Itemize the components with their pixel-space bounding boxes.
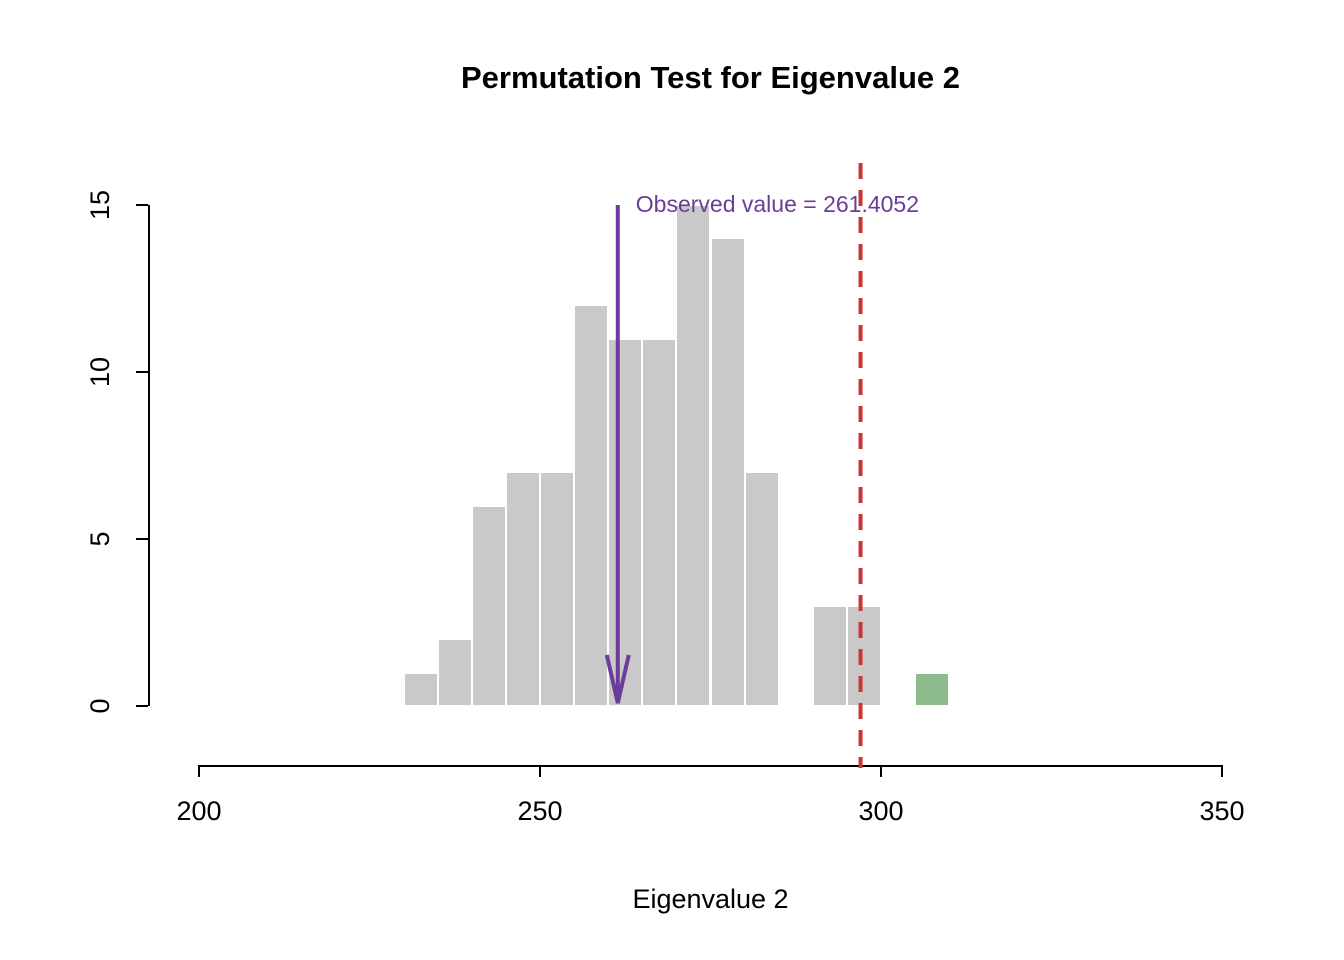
x-tick-label: 300 (858, 796, 904, 826)
histogram-bar (505, 472, 540, 706)
y-axis-tick (136, 371, 148, 373)
y-axis-tick (136, 705, 148, 707)
y-tick-label: 10 (85, 356, 115, 388)
histogram-bar (574, 305, 609, 706)
y-axis-line (148, 205, 150, 706)
y-tick-label: 5 (85, 531, 115, 547)
x-axis-label: Eigenvalue 2 (632, 884, 789, 914)
histogram-bar (812, 605, 847, 706)
chart-title: Permutation Test for Eigenvalue 2 (461, 60, 960, 95)
histogram-bar (403, 672, 438, 706)
y-axis-tick (136, 204, 148, 206)
histogram-bar (710, 238, 745, 706)
histogram-bar (744, 472, 779, 706)
y-tick-label: 0 (85, 698, 115, 714)
x-tick-label: 350 (1199, 796, 1245, 826)
y-axis-tick (136, 538, 148, 540)
x-axis-line (199, 765, 1222, 767)
x-axis-tick (539, 765, 541, 777)
histogram-bar (471, 505, 506, 706)
histogram-bar (437, 639, 472, 706)
x-axis-tick (1221, 765, 1223, 777)
histogram-bar (846, 605, 881, 706)
highlighted-histogram-bar (915, 672, 950, 706)
x-axis-tick (198, 765, 200, 777)
histogram-bar (540, 472, 575, 706)
x-tick-label: 200 (176, 796, 222, 826)
x-axis-tick (880, 765, 882, 777)
histogram-bar (608, 338, 643, 706)
x-tick-label: 250 (517, 796, 563, 826)
y-tick-label: 15 (85, 189, 115, 221)
observed-value-annotation: Observed value = 261.4052 (635, 191, 920, 217)
histogram-bar (642, 338, 677, 706)
histogram-bar (676, 205, 711, 706)
